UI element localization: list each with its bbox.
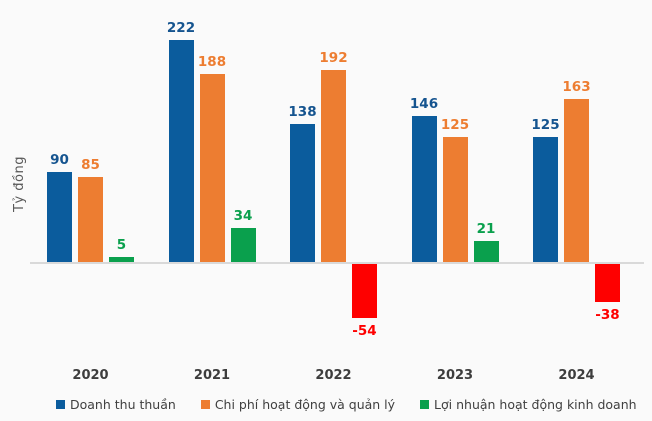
x-tick-label-2023: 2023 bbox=[436, 368, 474, 383]
legend-item-series1: Doanh thu thuần bbox=[56, 397, 176, 412]
value-label-2020-series2: 85 bbox=[81, 157, 100, 173]
value-label-2020-series1: 90 bbox=[50, 152, 69, 168]
value-label-2021-series1: 222 bbox=[166, 20, 196, 36]
x-axis-baseline bbox=[30, 262, 644, 264]
bar-2023-series2 bbox=[442, 137, 468, 262]
bar-2020-series1 bbox=[47, 172, 72, 262]
x-tick-label-2020: 2020 bbox=[72, 368, 109, 383]
x-tick-label-2021: 2021 bbox=[193, 368, 231, 383]
legend-item-series3: Lợi nhuận hoạt động kinh doanh bbox=[420, 397, 637, 412]
bar-2023-series1 bbox=[411, 116, 437, 262]
bar-2021-series3 bbox=[230, 228, 256, 262]
bar-2020-series3 bbox=[109, 257, 134, 262]
bar-2024-series1 bbox=[533, 137, 558, 262]
legend-item-series2: Chi phí hoạt động và quản lý bbox=[200, 397, 396, 412]
bar-2023-series3 bbox=[473, 241, 499, 262]
value-label-2020-series3: 5 bbox=[116, 237, 127, 253]
value-label-2023-series3: 21 bbox=[476, 221, 496, 237]
bar-2021-series1 bbox=[168, 40, 194, 262]
value-label-2024-series2: 163 bbox=[562, 79, 591, 95]
bar-2022-series1 bbox=[290, 124, 315, 262]
value-label-2024-series1: 125 bbox=[531, 117, 560, 133]
legend-label: Lợi nhuận hoạt động kinh doanh bbox=[434, 397, 637, 412]
bar-2020-series2 bbox=[78, 177, 103, 262]
legend-swatch-icon bbox=[200, 400, 210, 409]
legend-swatch-icon bbox=[56, 400, 65, 409]
bar-2021-series2 bbox=[199, 74, 225, 262]
value-label-2021-series3: 34 bbox=[233, 208, 253, 224]
x-tick-label-2024: 2024 bbox=[558, 368, 595, 383]
bar-2024-series3 bbox=[595, 264, 620, 302]
bar-2024-series2 bbox=[564, 99, 589, 262]
legend-swatch-icon bbox=[420, 400, 430, 409]
value-label-2023-series1: 146 bbox=[409, 96, 439, 112]
value-label-2022-series3: -54 bbox=[352, 323, 377, 339]
value-label-2024-series3: -38 bbox=[595, 307, 620, 323]
y-axis-title: Tỷ đồng bbox=[12, 156, 27, 212]
bar-2022-series3 bbox=[352, 264, 377, 318]
value-label-2022-series2: 192 bbox=[319, 50, 348, 66]
value-label-2023-series2: 125 bbox=[440, 117, 470, 133]
legend: Doanh thu thuần Chi phí hoạt động và quản… bbox=[56, 397, 637, 412]
legend-label: Doanh thu thuần bbox=[70, 397, 176, 412]
value-label-2022-series1: 138 bbox=[288, 104, 317, 120]
legend-label: Chi phí hoạt động và quản lý bbox=[214, 397, 396, 412]
bar-2022-series2 bbox=[321, 70, 346, 262]
value-label-2021-series2: 188 bbox=[197, 54, 227, 70]
x-tick-label-2022: 2022 bbox=[315, 368, 352, 383]
